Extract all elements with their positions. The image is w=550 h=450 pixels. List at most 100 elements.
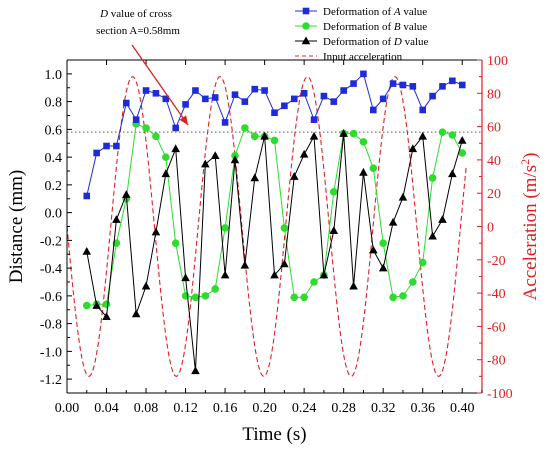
y-left-tick-label: 0.2 (45, 179, 63, 194)
series-D-point (131, 309, 141, 318)
acceleration-series (66, 76, 467, 377)
series-D-point (250, 173, 260, 182)
x-tick-label: 0.32 (371, 401, 396, 416)
series-B-point (82, 301, 91, 310)
series-D-point (240, 260, 250, 269)
series-A-point (103, 142, 110, 150)
series-B-point (359, 138, 368, 146)
y-right-tick-label: -20 (487, 254, 506, 269)
series-B-point (290, 293, 299, 302)
legend-label: Deformation of A value (323, 6, 427, 18)
series-D-point (230, 155, 240, 164)
series-A-point (83, 192, 91, 200)
series-B-point (270, 136, 279, 145)
series-A-point (300, 90, 308, 97)
y-right-tick-label: 60 (487, 121, 501, 136)
series-A-point (350, 80, 357, 87)
series-B-point (438, 128, 447, 136)
series-B-point (191, 293, 200, 302)
y-right-axis-title: Acceleration (m/s2) (518, 153, 541, 301)
series-D-point (369, 245, 378, 254)
series-A-point (132, 116, 140, 123)
series-A-point (449, 77, 456, 85)
annotation-line-1: D value of cross (99, 8, 172, 20)
series-A-point (93, 149, 100, 157)
series-B-point (221, 224, 229, 232)
annotation-arrow-head (179, 115, 188, 125)
y-left-tick-label: -1.2 (40, 373, 62, 388)
series-D-point (319, 270, 329, 279)
y-right-tick-label: -40 (487, 287, 506, 302)
series-B-point (369, 164, 378, 173)
deformation-series (82, 70, 467, 375)
series-A-point (192, 87, 199, 94)
series-A-point (241, 98, 249, 105)
legend-label: Deformation of B value (323, 21, 427, 33)
series-A-point (429, 92, 436, 100)
series-B-point (201, 292, 210, 300)
annotation: D value of cross section A=0.58mm (96, 8, 189, 126)
x-tick-label: 0.08 (134, 401, 159, 416)
series-B-point (418, 258, 427, 267)
series-D-point (201, 159, 210, 168)
x-tick-label: 0.16 (213, 401, 238, 416)
legend-swatch-marker (302, 22, 310, 30)
series-A-point (172, 124, 179, 132)
series-D-point (329, 226, 339, 234)
series-B-point (409, 278, 417, 286)
series-D-point (181, 273, 190, 282)
series-D-point (151, 227, 161, 236)
series-D-point (280, 259, 289, 268)
series-D-point (309, 131, 319, 140)
series-D-point (121, 190, 131, 198)
series-D-point (349, 281, 358, 290)
x-tick-label: 0.20 (252, 401, 277, 416)
series-D-point (398, 192, 408, 201)
series-B-point (329, 188, 338, 196)
series-A-point (142, 87, 150, 94)
series-D-point (210, 151, 220, 160)
series-D-point (260, 131, 269, 140)
legend-item-B: Deformation of B value (295, 21, 427, 33)
series-D-point (141, 281, 151, 290)
series-B-point (211, 285, 220, 293)
y-right-tick-label: 80 (487, 87, 501, 102)
series-B-point (349, 129, 358, 138)
series-B-point (310, 278, 318, 286)
y-right-axis-title-main: Acceleration (m/s (520, 165, 541, 301)
series-A-point (419, 106, 427, 114)
series-D-point (448, 169, 457, 178)
annotation-line-2: section A=0.58mm (96, 25, 180, 37)
series-A-point (231, 91, 239, 98)
series-A-point (399, 81, 407, 89)
series-D-point (408, 144, 418, 153)
legend-swatch-marker (302, 7, 310, 15)
x-tick-label: 0.36 (410, 401, 435, 416)
y-left-tick-label: -1.0 (40, 345, 62, 360)
series-D-point (112, 215, 121, 223)
series-D-point (161, 169, 171, 178)
series-D-point (220, 270, 230, 279)
series-A-point (290, 95, 298, 103)
series-A-point (122, 99, 130, 107)
series-B-point (458, 149, 467, 157)
series-D-point (438, 215, 447, 223)
x-tick-label: 0.40 (450, 401, 475, 416)
annotation-arrow-line (131, 44, 189, 126)
series-A-point (340, 87, 347, 94)
series-D-point (289, 172, 299, 180)
y-right-tick-label: 40 (487, 154, 501, 169)
y-left-tick-label: 0.6 (45, 123, 63, 138)
series-B-point (389, 293, 397, 302)
series-D-point (270, 270, 279, 279)
series-B-point (379, 239, 387, 247)
axes: 0.00 0.04 0.08 0.12 0.16 0.20 0.24 0.28 0.32 0.36… (6, 54, 541, 445)
series-A-point (182, 101, 189, 108)
y-right-axis-title-end: ) (520, 153, 541, 159)
series-D-point (378, 263, 388, 272)
y-left-tick-label: -0.6 (40, 290, 62, 305)
series-B-point (250, 132, 259, 141)
series-A-point (379, 95, 387, 103)
